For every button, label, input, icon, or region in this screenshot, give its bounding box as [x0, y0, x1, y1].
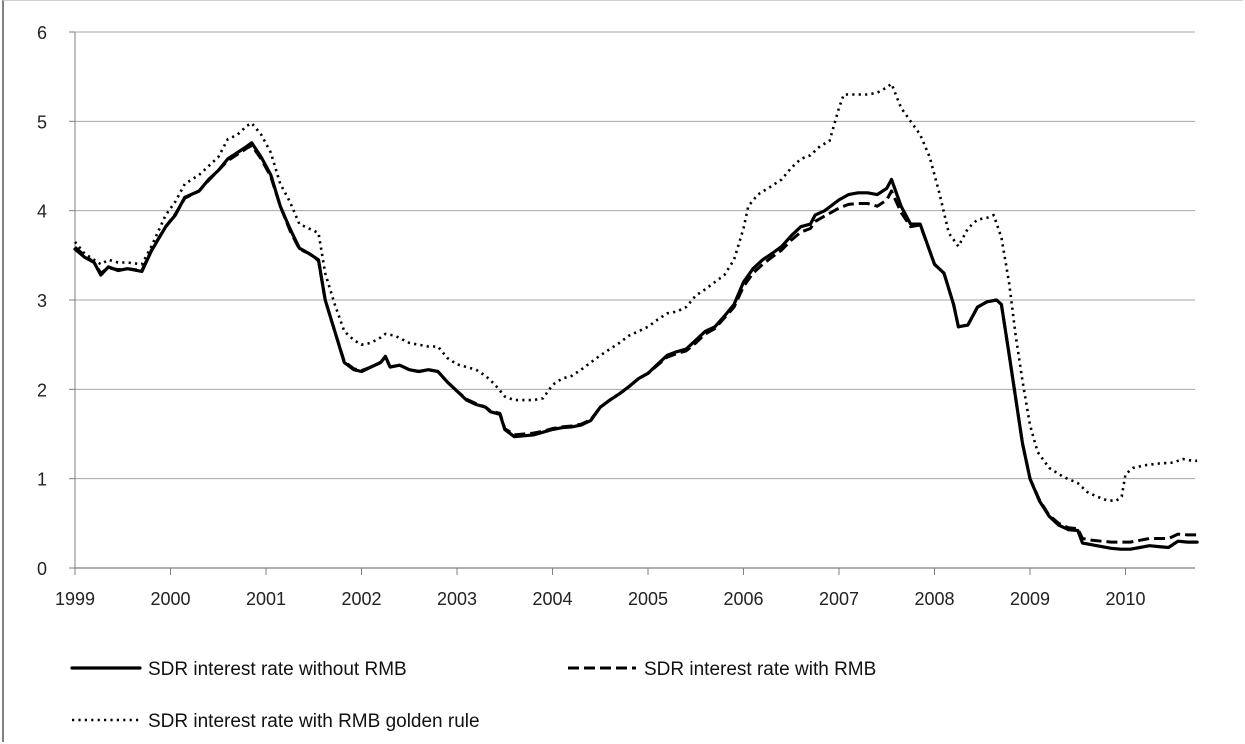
x-tick-label: 2002 — [341, 589, 381, 609]
legend-label: SDR interest rate with RMB golden rule — [148, 711, 480, 732]
x-tick-label: 2010 — [1105, 589, 1145, 609]
y-tick-label: 6 — [37, 23, 47, 43]
series-line-dotted — [73, 82, 1198, 503]
gridlines — [75, 31, 1195, 480]
legend-label: SDR interest rate with RMB — [644, 659, 876, 680]
y-tick-label: 4 — [37, 202, 47, 222]
x-tick-label: 2003 — [437, 589, 477, 609]
x-tick-label: 2009 — [1010, 589, 1050, 609]
x-tick-label: 2006 — [723, 589, 763, 609]
x-tick-label: 2004 — [532, 589, 572, 609]
x-tick-label: 2008 — [914, 589, 954, 609]
legend: SDR interest rate without RMB SDR interes… — [70, 659, 876, 732]
x-tick-label: 1999 — [55, 589, 95, 609]
y-axis-tick-labels: 0 1 2 3 4 5 6 — [37, 23, 47, 579]
y-tick-label: 2 — [37, 380, 47, 400]
x-tick-label: 2007 — [819, 589, 859, 609]
series-line-solid — [73, 141, 1199, 551]
series-line-dashed — [74, 144, 1198, 544]
x-axis-tick-labels: 1999 2000 2001 2002 2003 2004 2005 2006 2007 2008… — [55, 589, 1146, 609]
legend-label: SDR interest rate without RMB — [148, 659, 407, 680]
axes — [69, 31, 1195, 575]
y-tick-label: 5 — [37, 112, 47, 132]
x-tick-label: 2001 — [246, 589, 286, 609]
y-tick-label: 3 — [37, 291, 47, 311]
y-tick-label: 0 — [37, 559, 47, 579]
x-tick-label: 2005 — [628, 589, 668, 609]
y-tick-label: 1 — [37, 470, 47, 490]
x-tick-label: 2000 — [150, 589, 190, 609]
series-lines — [73, 82, 1199, 551]
